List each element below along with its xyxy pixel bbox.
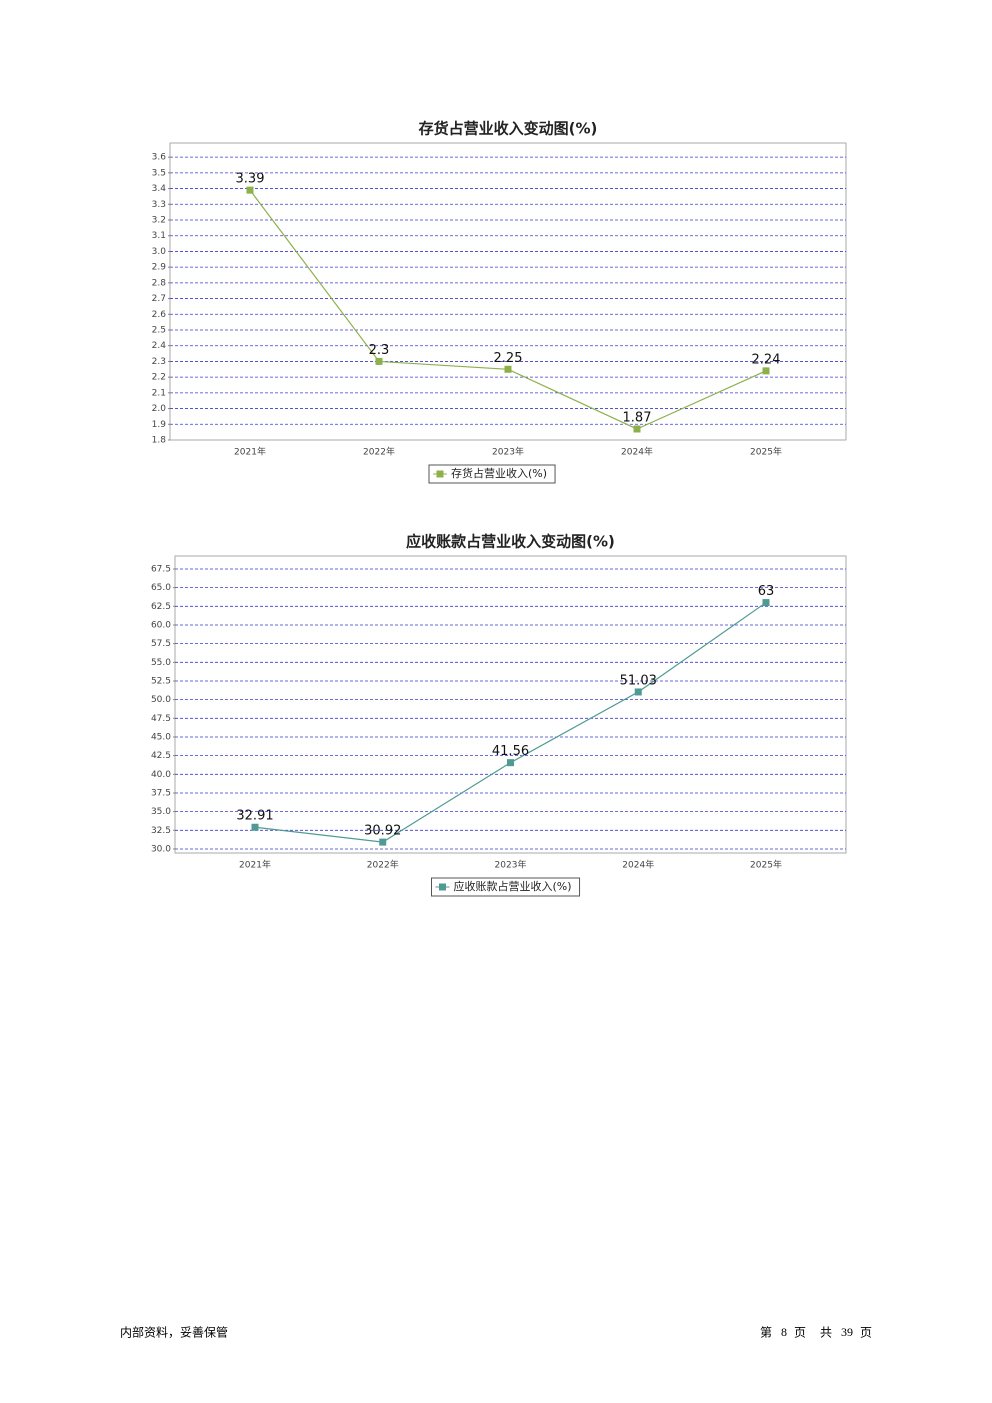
x-tick-label: 2023年 — [495, 859, 527, 871]
y-tick-label: 3.3 — [152, 200, 166, 210]
x-tick-label: 2021年 — [239, 859, 271, 871]
footer-text: 页 — [860, 1326, 872, 1340]
point-marker — [246, 186, 254, 194]
point-marker — [762, 599, 770, 607]
point-marker — [633, 425, 641, 433]
legend-label: 应收账款占营业收入(%) — [454, 879, 572, 893]
y-tick-label: 30.0 — [151, 844, 171, 854]
data-label: 63 — [758, 584, 775, 599]
y-tick-label: 47.5 — [151, 714, 171, 724]
point-marker — [375, 357, 383, 365]
point-marker — [507, 759, 514, 767]
y-tick-label: 2.0 — [152, 404, 167, 414]
y-tick-label: 1.8 — [152, 436, 167, 446]
data-label: 2.25 — [494, 351, 523, 366]
footer-text: 共 — [820, 1326, 832, 1340]
legend: 存货占营业收入(%) — [428, 464, 556, 484]
y-tick-label: 2.7 — [152, 294, 166, 304]
y-tick-label: 65.0 — [151, 583, 171, 593]
footer-left: 内部资料，妥善保管 — [120, 1325, 228, 1340]
point-marker — [251, 823, 259, 831]
chart-title: 存货占营业收入变动图(%) — [419, 120, 598, 138]
y-tick-label: 3.1 — [152, 231, 166, 241]
y-tick-label: 2.2 — [152, 373, 166, 383]
plot-area — [169, 142, 847, 441]
footer-text: 页 — [794, 1326, 806, 1340]
x-tick-label: 2024年 — [621, 446, 653, 458]
page-number: 8 — [781, 1325, 787, 1339]
y-tick-label: 35.0 — [151, 807, 171, 817]
y-tick-label: 2.9 — [152, 263, 167, 273]
legend: 应收账款占营业收入(%) — [431, 877, 581, 897]
y-tick-label: 2.5 — [152, 326, 166, 336]
y-tick-label: 37.5 — [151, 788, 171, 798]
data-label: 2.24 — [752, 352, 781, 367]
plot-area — [174, 555, 847, 854]
legend-marker — [436, 470, 444, 478]
y-tick-label: 3.2 — [152, 216, 166, 226]
x-tick-label: 2023年 — [492, 446, 524, 458]
data-label: 32.91 — [236, 809, 273, 824]
data-label: 51.03 — [620, 673, 657, 688]
y-tick-label: 42.5 — [151, 751, 171, 761]
x-tick-label: 2025年 — [750, 859, 782, 871]
data-label: 30.92 — [364, 824, 401, 839]
y-tick-label: 55.0 — [151, 658, 171, 668]
y-tick-label: 2.1 — [152, 388, 166, 398]
y-tick-label: 60.0 — [151, 620, 171, 630]
y-tick-label: 3.6 — [152, 153, 167, 163]
x-tick-label: 2024年 — [622, 859, 654, 871]
x-tick-label: 2021年 — [234, 446, 266, 458]
x-tick-label: 2025年 — [750, 446, 782, 458]
legend-label: 存货占营业收入(%) — [451, 466, 547, 480]
y-tick-label: 32.5 — [151, 826, 171, 836]
legend-box — [428, 464, 556, 484]
y-tick-label: 3.5 — [152, 168, 166, 178]
chart-title: 应收账款占营业收入变动图(%) — [406, 533, 615, 551]
y-tick-label: 2.3 — [152, 357, 166, 367]
x-tick-label: 2022年 — [367, 859, 399, 871]
legend-marker — [439, 883, 446, 891]
y-tick-label: 40.0 — [151, 770, 171, 780]
y-tick-label: 2.4 — [152, 341, 167, 351]
point-marker — [634, 688, 642, 696]
y-tick-label: 2.6 — [152, 310, 167, 320]
y-tick-label: 1.9 — [152, 420, 167, 430]
data-label: 3.39 — [236, 172, 265, 187]
y-tick-label: 3.4 — [152, 184, 167, 194]
y-tick-label: 3.0 — [152, 247, 167, 257]
y-tick-label: 45.0 — [151, 732, 171, 742]
data-label: 41.56 — [492, 744, 529, 759]
y-tick-label: 67.5 — [151, 564, 171, 574]
y-tick-label: 52.5 — [151, 676, 171, 686]
data-label: 1.87 — [623, 411, 652, 426]
footer-text: 第 — [760, 1326, 772, 1340]
y-tick-label: 2.8 — [152, 278, 167, 288]
data-label: 2.3 — [369, 343, 390, 358]
legend-box — [431, 877, 581, 897]
page-total: 39 — [841, 1325, 853, 1339]
point-marker — [762, 367, 770, 375]
y-tick-label: 57.5 — [151, 639, 171, 649]
y-tick-label: 62.5 — [151, 602, 171, 612]
x-tick-label: 2022年 — [363, 446, 395, 458]
point-marker — [504, 365, 512, 373]
y-tick-label: 50.0 — [151, 695, 171, 705]
point-marker — [379, 838, 387, 846]
